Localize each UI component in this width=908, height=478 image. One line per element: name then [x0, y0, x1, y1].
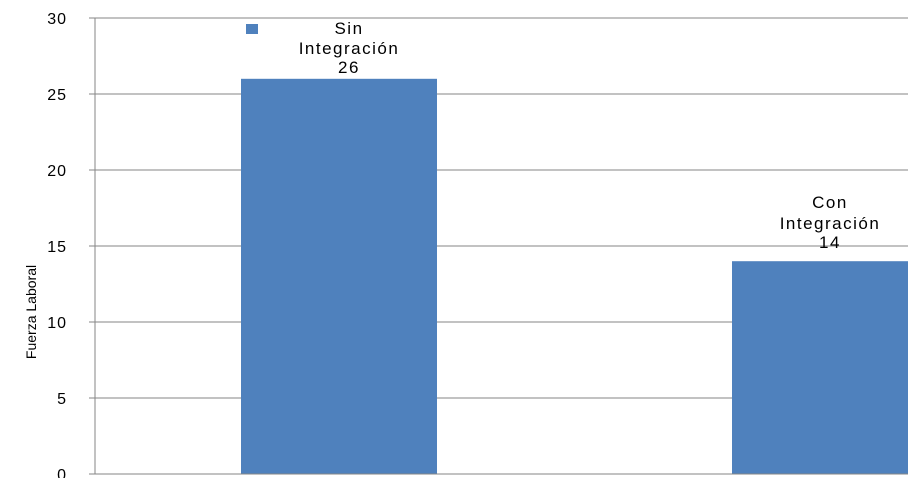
data-label-2-line-3: 14 [819, 233, 841, 252]
y-tick-label-15: 15 [47, 239, 67, 256]
y-tick-label-25: 25 [47, 87, 67, 104]
y-tick-label-20: 20 [47, 163, 67, 180]
bar-2 [732, 261, 908, 474]
y-axis-label: Fuerza Laboral [23, 265, 39, 359]
y-tick-label-0: 0 [57, 467, 67, 478]
bars [241, 78, 908, 475]
y-tick-label-30: 30 [47, 11, 67, 28]
legend-swatch [246, 24, 258, 34]
data-label-1-line-3: 26 [338, 58, 360, 77]
data-label-1-line-2: Integración [299, 39, 400, 58]
bar-1 [241, 78, 437, 475]
y-axis-ticks: 0 5 10 15 20 25 30 [47, 11, 95, 478]
data-label-1-line-1: Sin [334, 19, 363, 38]
y-tick-label-10: 10 [47, 315, 67, 332]
data-label-2-line-2: Integración [780, 214, 881, 233]
y-tick-label-5: 5 [57, 391, 67, 408]
data-label-2-line-1: Con [812, 193, 848, 212]
